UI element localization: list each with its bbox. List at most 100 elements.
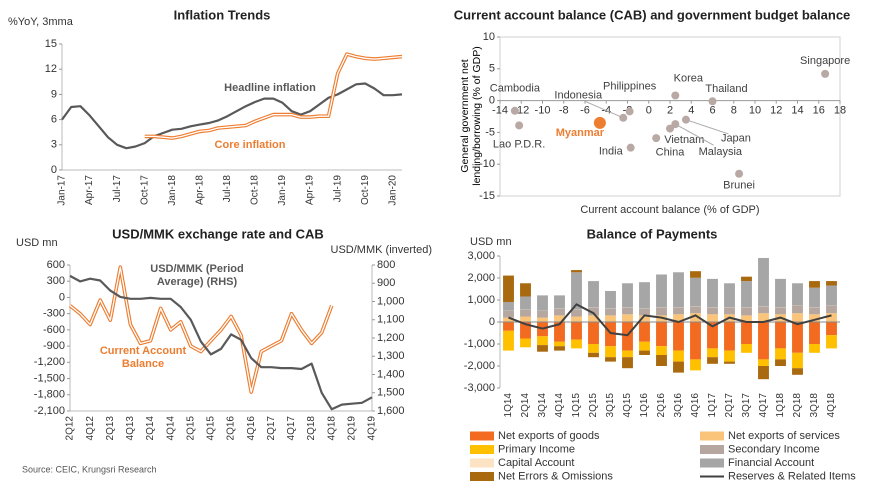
x-tick-label: 4Q16 xyxy=(246,416,257,441)
x-tick-label: 2Q16 xyxy=(656,393,667,418)
point xyxy=(625,107,634,116)
x-tick-label: 6 xyxy=(709,105,715,117)
x-tick-label: 4Q19 xyxy=(367,416,378,441)
bar-segment xyxy=(707,357,718,364)
bar-segment xyxy=(537,311,548,318)
leader-line xyxy=(685,119,729,135)
x-tick-label: 2Q15 xyxy=(185,416,196,441)
bar-segment xyxy=(605,322,616,347)
y-tick-label: 1,500 xyxy=(377,387,405,399)
bar-segment xyxy=(775,307,786,315)
x-axis-label: Current account balance (% of GDP) xyxy=(580,204,759,216)
bar-segment xyxy=(690,277,701,307)
legend-swatch xyxy=(470,431,494,441)
y-tick-label: 3 xyxy=(51,139,57,151)
x-tick-label: 2Q13 xyxy=(105,416,116,441)
bar-segment xyxy=(707,314,718,322)
point xyxy=(652,134,661,143)
bar-segment xyxy=(588,307,599,316)
line-inner xyxy=(69,266,333,393)
x-tick-label: 2Q14 xyxy=(520,393,531,418)
bar-segment xyxy=(724,307,735,315)
bar-segment xyxy=(826,313,837,322)
legend-label: Secondary Income xyxy=(728,443,820,455)
bar-segment xyxy=(503,322,514,331)
bar-segment xyxy=(809,281,820,288)
bar-segment xyxy=(809,307,820,315)
bar-segment xyxy=(724,361,735,364)
bar-segment xyxy=(809,314,820,322)
series-label-box: USD/MMK (Period Average) (RHS) xyxy=(150,263,244,288)
bar-segment xyxy=(758,306,769,314)
y-tick-label: 3,000 xyxy=(467,250,495,262)
y-tick-label: 0 xyxy=(59,291,65,303)
bar-segment xyxy=(554,308,565,316)
line-inner xyxy=(144,53,403,139)
bar-segment xyxy=(792,283,803,306)
y-tick-label: 6 xyxy=(51,114,57,126)
bar-segment xyxy=(656,322,667,347)
legend-label: Financial Account xyxy=(728,457,814,469)
y-tick-label: 1,000 xyxy=(377,295,405,307)
bar-segment xyxy=(537,336,548,346)
bar-segment xyxy=(690,313,701,322)
point-label: Philippines xyxy=(603,80,657,92)
plot-frame xyxy=(499,36,841,197)
point-label: Japan xyxy=(721,133,751,145)
bar-segment xyxy=(588,315,599,322)
y-tick-label: 5 xyxy=(489,63,495,75)
bar-segment xyxy=(792,352,803,369)
point xyxy=(510,106,519,115)
legend-label: Net Errors & Omissions xyxy=(498,470,613,482)
point xyxy=(671,91,680,100)
bar-segment xyxy=(741,281,752,308)
x-tick-label: Jul-18 xyxy=(222,175,233,203)
bar-segment xyxy=(571,270,582,273)
x-tick-label: Jan-18 xyxy=(167,175,178,206)
line xyxy=(69,274,373,411)
y-tick-label: 1,300 xyxy=(377,350,405,362)
y-tick-label: -1,000 xyxy=(464,338,495,350)
bar-segment xyxy=(724,322,735,351)
x-tick-label: -14 xyxy=(492,105,508,117)
x-tick-label: 4 xyxy=(688,105,694,117)
bar-segment xyxy=(605,315,616,322)
x-tick-label: 2Q18 xyxy=(306,416,317,441)
y-tick-label: 600 xyxy=(47,259,65,271)
point-label: Malaysia xyxy=(699,146,743,158)
bar-segment xyxy=(520,322,531,339)
bar-segment xyxy=(656,307,667,316)
bar-segment xyxy=(554,341,565,347)
x-tick-label: 4Q18 xyxy=(326,416,337,441)
bar-segment xyxy=(758,366,769,380)
bar-segment xyxy=(775,322,786,349)
bar-segment xyxy=(741,307,752,316)
point xyxy=(515,121,524,130)
x-tick-label: 4Q14 xyxy=(165,416,176,441)
bar-segment xyxy=(792,368,803,375)
y-tick-label: -5 xyxy=(485,126,495,138)
bar-segment xyxy=(588,344,599,353)
bar-segment xyxy=(792,322,803,353)
y-tick-label: -15 xyxy=(479,190,495,202)
point xyxy=(619,113,628,122)
y-tick-label: -2,000 xyxy=(464,360,495,372)
bar-segment xyxy=(520,283,531,297)
bar-segment xyxy=(690,359,701,371)
bar-segment xyxy=(571,272,582,310)
bar-segment xyxy=(639,315,650,322)
bar-segment xyxy=(639,282,650,309)
bar-segment xyxy=(673,350,684,362)
point-label: Brunei xyxy=(723,180,755,192)
x-tick-label: 1Q18 xyxy=(775,393,786,418)
chart-title: Inflation Trends xyxy=(174,7,271,22)
chart-title: Current account balance (CAB) and govern… xyxy=(454,7,851,22)
y-tick-label: 1,100 xyxy=(377,314,405,326)
bar-segment xyxy=(775,278,786,308)
bar-segment xyxy=(724,350,735,362)
y2-axis-label: USD/MMK (inverted) xyxy=(331,244,432,256)
x-tick-label: Apr-19 xyxy=(305,175,316,205)
leader-line xyxy=(675,123,714,146)
x-tick-label: 1Q15 xyxy=(571,393,582,418)
x-tick-label: Oct-19 xyxy=(360,175,371,205)
